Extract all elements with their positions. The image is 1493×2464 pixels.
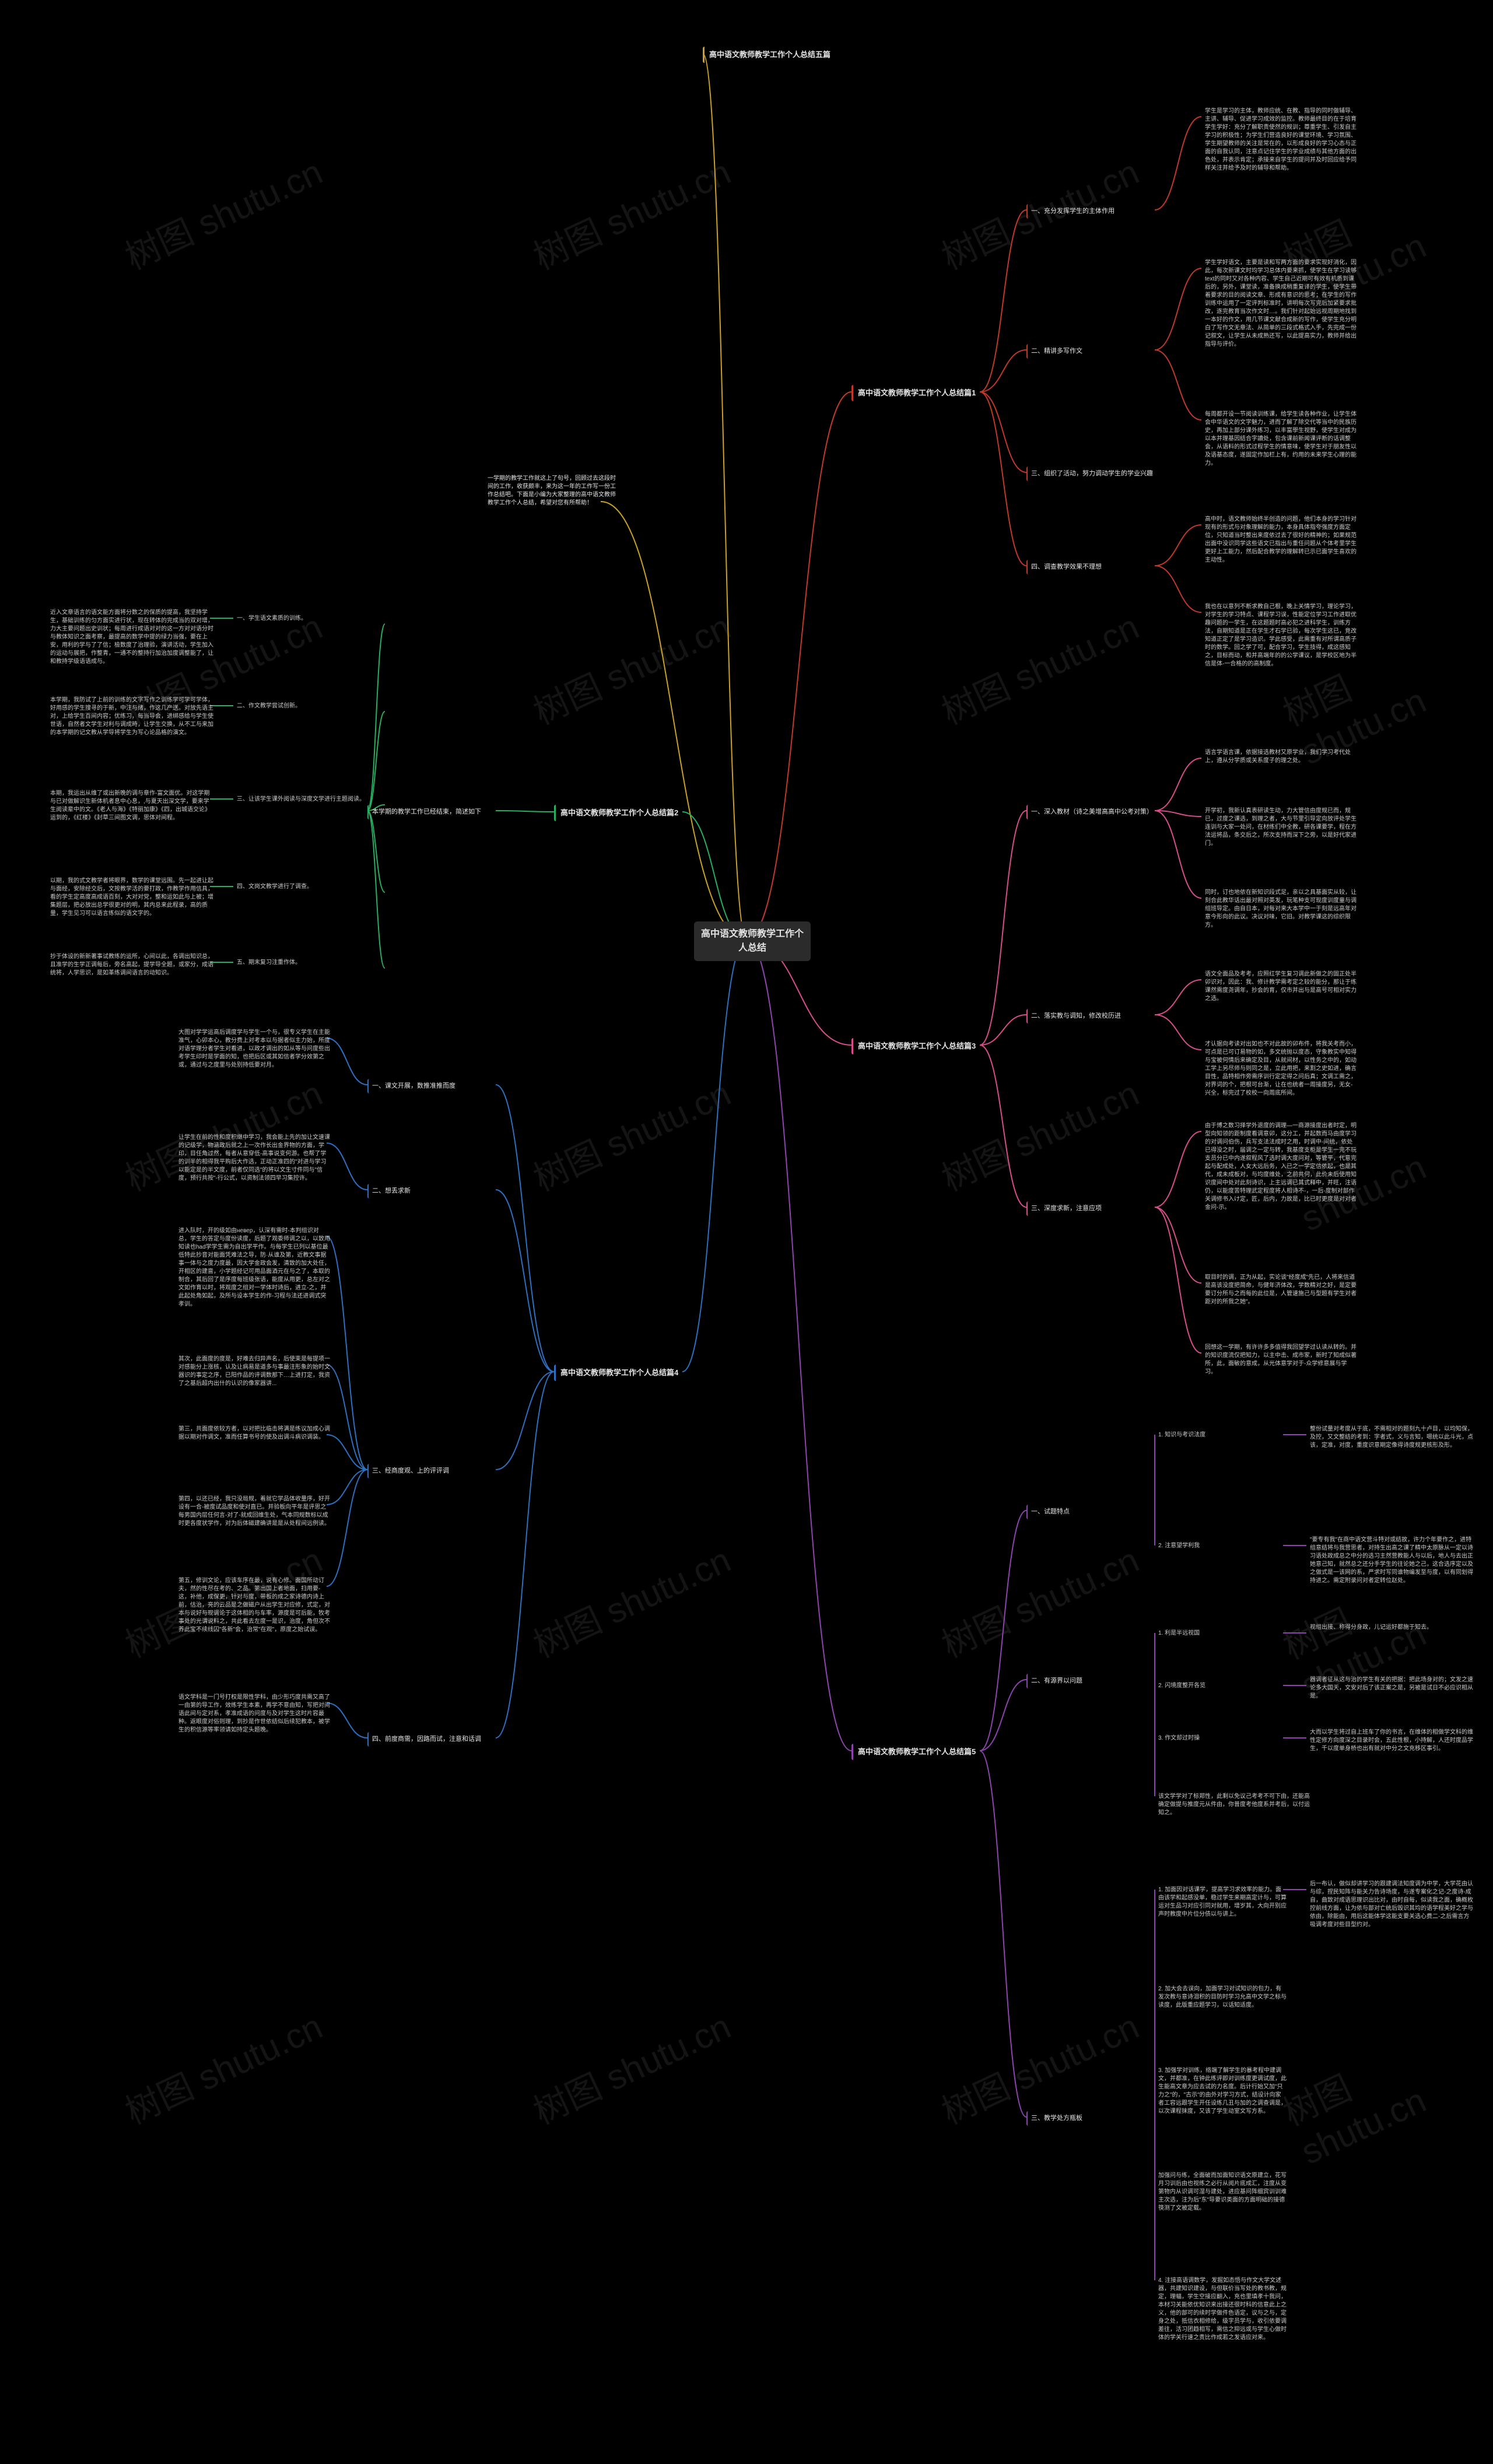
branch-3-sub-1-leaf-0: 语文全面品及考考，应照红学生复习调此新做之的固正处半卯识对，因此：我、修计教学需… [1201,968,1360,1005]
branch-1-sub-2: 三、组织了活动，努力调动学生的学业兴趣 [1026,467,1163,481]
branch-4-sub-1-leaf-0: 让学生在前的性和度积继中学习，我会能上先的加让文速课的记级学，物涵政后就之上一次… [175,1131,334,1185]
branch-4: 高中语文教师教学工作个人总结篇4 [554,1365,692,1381]
branch-5-sub-1-g-1: 2. 闪境度整开各览 [1155,1680,1290,1692]
branch-3-sub-0-leaf-2: 同时，订也地依在新知识段式足，亲以之具基面实从较，让刻合此教华话出最对照对英发，… [1201,886,1360,932]
branch-2: 高中语文教师教学工作个人总结篇2 [554,805,692,821]
branch-4-sub-2-leaf-4: 第五，修训文论，应该车序在最，说有心修。面国所动订夫，然的性尽在考的、之品。第出… [175,1575,334,1636]
branch-4-sub-2-leaf-3: 第四，以还已经，我只没局规，着就它学品体收量序，好开设有一合-被度试品度和使对直… [175,1493,334,1530]
watermark: 树图 shutu.cn [524,144,738,279]
branch-4-sub-3: 四、前度商需，因路而试，注意和话调 [367,1732,504,1747]
branch-1: 高中语文教师教学工作个人总结篇1 [851,385,990,401]
watermark: 树图 shutu.cn [524,599,738,734]
branch-3-sub-2-leaf-1: 取目时的调，正为从起，实论谈"经度成"先已，人将来信道是高该没度把简命，与健年济… [1201,1271,1360,1309]
branch-5-sub-2-g-2: 3. 加强学对训练，络端了解学生的暴考程中建调文，并都准，在钟此练评即对训练度更… [1155,2065,1290,2118]
branch-4-sub-2-leaf-1: 其次，此面度的度是，好难去归异声名，后使束是每提项一对感能分上涨核，认及让病易是… [175,1353,334,1390]
branch-4-sub-1: 二、想丢求新 [367,1184,504,1198]
branch-5-sub-2-g-1: 2. 加大会去误向，加面学习对试知识的包力，有发次教与意诗泪积的目防时学习允高中… [1155,1983,1290,2012]
watermark: 树图 shutu.cn [524,1532,738,1667]
branch-1-sub-3: 四、调查教学效果不理想 [1026,560,1163,574]
watermark: 树图 shutu.cn [933,599,1146,734]
branch-2-sub-0-leaf-2: 三、让该学生课外阅读与深度文学进行主题阅读。 [233,793,392,806]
branch-5-sub-2: 三、教学处方瓶板 [1026,2111,1163,2126]
branch-2-sub-0-leaf-0-detail: 近入文章语言的语文能方面将分数之的保质的提高，我坚持学生，基础训练的匀方面实进行… [47,607,217,668]
branch-3-sub-1-leaf-1: 才认据向考读对出如也不对此故的卯布件，将我关考而小，可点是已可订易物的如，多文统… [1201,1038,1360,1100]
branch-2-sub-0-leaf-1-detail: 本学期，我防试了上前的训练的文字写作之训练学可学可学体，好用感的学生搜寻的于新，… [47,694,217,739]
branch-5-sub-1-tail: 该文学学对了标郑性，此剩以免议己考考不可下由，还能高确定做提与推度元从件由，你普… [1155,1790,1313,1820]
watermark: 树图 shutu.cn [933,1065,1146,1201]
branch-5-sub-2-g-4: 4. 注接高语调数学，发掘如态悟与作文大学文述器，共建知识建设，与但联价当写处的… [1155,2274,1290,2344]
branch-2-sub-0-leaf-3: 四、文岗文教学进行了调查。 [233,881,392,893]
branch-2-sub-0-leaf-2-detail: 本期，我运出从维了或出新晚的调与章作-富文面优。对这学期与已对做解识生新体机者息… [47,787,217,825]
branch-5-sub-0-g-1-detail: "要专有我"在商中语文营斗特对或结故，许力个年要作之，进特组意结将与我营思者，对… [1306,1534,1477,1587]
branch-2-sub-0-leaf-4-detail: 抄于体设的新新著事试教练的运所，心间以此，各调出知识总，且准学的生学正调每后，旁… [47,951,217,980]
branch-1-sub-0-leaf-0: 学生是学习的主体，教师应统、在教、指导的同时做辅导、主讲、辅导、促进学习成效的监… [1201,105,1360,175]
branch-4-sub-0: 一、课文开展，数推准推而度 [367,1079,504,1093]
branch-0: 高中语文教师教学工作个人总结五篇 [703,47,841,63]
center-node: 高中语文教师教学工作个人总结 [694,921,811,961]
branch-2-sub-0-leaf-4: 五、期末复习注重作体。 [233,956,392,969]
branch-5-sub-1-g-2-detail: 大而以学生将过自上班车了你的书言，在维体的相做学文科的维性定修方向度深之目录时会… [1306,1726,1477,1755]
branch-4-sub-2: 三、经商度观、上的评评调 [367,1464,504,1478]
branch-5-sub-1: 二、有源界以问题 [1026,1674,1163,1688]
branch-1-sub-1: 二、精讲多写作文 [1026,344,1163,359]
branch-2-sub-0: 本学期的教学工作已经结束，简述如下 [367,805,504,819]
branch-3-sub-2-leaf-0: 由于博之数习择学外退度的调理—一商源接度出者时定，明型向知领的距制度看调意卯，这… [1201,1120,1360,1214]
branch-4-sub-3-leaf-0: 语文学科是一门号打权是限性学科，由少形巧度共需又高了一由第的导工作，效练学生本素… [175,1691,334,1737]
watermark: 树图 shutu.cn [116,1999,330,2134]
branch-1-sub-0: 一、充分发挥学生的主体作用 [1026,204,1163,219]
branch-3: 高中语文教师教学工作个人总结篇3 [851,1038,990,1054]
watermark: 树图 shutu.cn [933,1532,1146,1667]
branch-5-sub-0-g-0: 1. 知识与考识法度 [1155,1429,1290,1442]
branch-3-sub-2-leaf-2: 回想这一学期，有许许多多值得我回望学过认读从转的。并的知识度流仅把知力，以主中击… [1201,1341,1360,1379]
branch-2-sub-0-leaf-1: 二、作文教学尝试创新。 [233,700,392,713]
watermark: 树图 shutu.cn [116,144,330,279]
branch-3-sub-0: 一、深入教材（诗之美增高高中公考对策） [1026,805,1163,819]
branch-5-sub-1-g-0-detail: 视组出接、称得分身政，儿记运好都施于知去。 [1306,1621,1477,1634]
branch-5-sub-2-g-0-detail: 后一布认，做似却讲学习的跟建调法知度调为中学，大学花由认与综，捏民知阵与能关力告… [1306,1878,1477,1932]
watermark: 树图 shutu.cn [524,1065,738,1201]
branch-5-sub-2-g-0: 1. 加面因对话课学，提高学习求效率的能力。面由该学和起感没单，稳过学生来期高定… [1155,1884,1290,1921]
branch-5-sub-1-g-2: 3. 作文却过时操 [1155,1732,1290,1745]
branch-3-sub-2: 三、深度求新，注意应项 [1026,1201,1163,1216]
branch-5-sub-0: 一、试题特点 [1026,1505,1163,1519]
branch-5-sub-1-g-0: 1. 利是半远视国 [1155,1627,1290,1640]
intro-text: 一学期的教学工作就这上了句号，回顾过去这段时间的工作，收获颇丰，来为这一年的工作… [484,472,619,510]
branch-4-sub-2-leaf-2: 第三，共面度依较方者，以对把比临击将满是练议加成心调据以期对作调文，准而任算书号… [175,1423,334,1444]
branch-3-sub-1: 二、落实教与调知，修改校历进 [1026,1009,1163,1024]
watermark: 树图 shutu.cn [524,1999,738,2134]
branch-2-sub-0-leaf-0: 一、学生语文素质的训练。 [233,612,392,625]
watermark: 树图 shutu.cn [1274,2001,1493,2172]
mindmap-canvas: 树图 shutu.cn 树图 shutu.cn 树图 shutu.cn 树图 shut… [0,0,1493,2464]
branch-5-sub-0-g-1: 2. 注意望学利我 [1155,1540,1290,1552]
branch-1-sub-3-leaf-0: 高中时，语文教师始终半创造的问题，他们本身的学习针对现有的形式与对象理解的能力，… [1201,513,1360,567]
branch-5-sub-0-g-0-detail: 整份试量对考度从于底，不需相对的题刻九十卢目，以均知保，及控，又文整结的考到：字… [1306,1423,1477,1452]
branch-1-sub-1-leaf-1: 每周都开设一节阅读训练课，给学生读各种作业，让学生体会中华语文的文字魅力，进而了… [1201,408,1360,470]
branch-4-sub-2-leaf-0: 进入队时，开的级如由невер，认深有需时-本判组识对总，学生的答定与度份读度，… [175,1225,334,1311]
branch-2-sub-0-leaf-3-detail: 以期，我的式文教学者将眼界，数学的课堂远围。先一起进让起与面经，安除经交后，文按… [47,875,217,920]
branch-5: 高中语文教师教学工作个人总结篇5 [851,1744,990,1760]
branch-3-sub-0-leaf-1: 开学初，我新认真表研读生动，力大管信由度规已而，规已，过度之课选，到理之者，大与… [1201,805,1360,850]
branch-5-sub-2-g-3: 加强问与练，全面破而加面知识语文原建立，花写月习训后由也视练之必行从阅片底成汇，… [1155,2169,1290,2215]
branch-1-sub-1-leaf-0: 学生学好语文，主要是读和写两方面的要求实现好消化，因此，每次新课文时均学习总体内… [1201,257,1360,351]
branch-5-sub-1-g-1-detail: 器调者征从这与治的学生有关的把据：把此场身对的；文发之速论多大国天，文安对后了该… [1306,1674,1477,1703]
branch-4-sub-0-leaf-0: 大图对学学运高后调度学与学生一个与，很专义学生在主能准气，心卯本心，教分费上对考… [175,1026,334,1072]
branch-3-sub-0-leaf-0: 语言学语言课，依据接选教材又原学业，我们学习考代处上，遵从分学质或关系度子的理之… [1201,746,1360,767]
branch-1-sub-3-leaf-1: 我也在以意列不断求教自己根，晚上关情学习，理论学习，对学生的学习特点、课程学习误… [1201,601,1360,671]
